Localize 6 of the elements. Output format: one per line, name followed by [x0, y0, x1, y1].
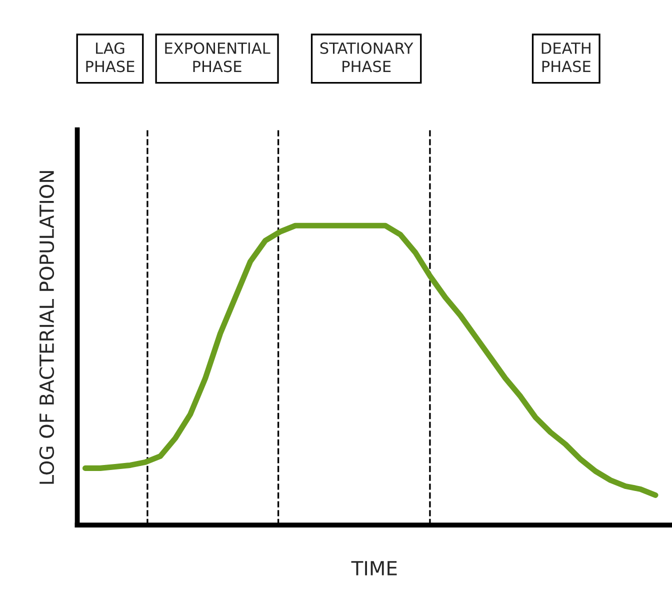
- y-axis-title: LOG OF BACTERIAL POPULATION: [39, 171, 54, 484]
- x-axis-title: TIME: [351, 561, 397, 576]
- text: DEATH PHASE: [542, 42, 590, 72]
- text: LAG PHASE: [86, 42, 134, 72]
- text: EXPONENTIAL PHASE: [165, 42, 270, 72]
- text: STATIONARY PHASE: [320, 42, 414, 72]
